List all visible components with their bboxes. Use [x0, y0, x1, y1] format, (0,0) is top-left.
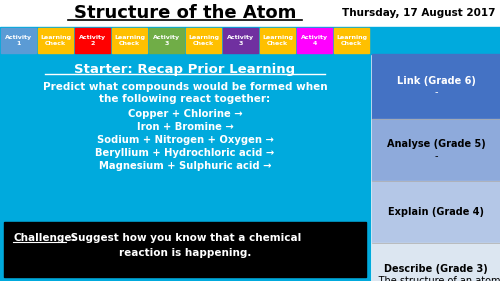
Text: Activity
4: Activity 4: [301, 35, 328, 46]
Text: Iron + Bromine →: Iron + Bromine →: [136, 122, 234, 132]
Bar: [223, 28, 258, 53]
Text: Explain (Grade 4): Explain (Grade 4): [388, 207, 484, 217]
Text: Activity
3: Activity 3: [227, 35, 254, 46]
Text: Link (Grade 6): Link (Grade 6): [396, 76, 475, 85]
Text: Copper + Chlorine →: Copper + Chlorine →: [128, 109, 242, 119]
Bar: [372, 243, 500, 281]
Text: Learning
Check: Learning Check: [40, 35, 71, 46]
Text: - The structure of an atom: - The structure of an atom: [372, 275, 500, 281]
Bar: [260, 28, 295, 53]
Text: Learning
Check: Learning Check: [336, 35, 367, 46]
Text: -: -: [434, 87, 438, 98]
Bar: [0, 27, 500, 54]
Bar: [372, 54, 500, 119]
Bar: [372, 181, 500, 243]
Bar: [297, 28, 332, 53]
Text: Learning
Check: Learning Check: [188, 35, 219, 46]
Text: Activity
3: Activity 3: [153, 35, 180, 46]
Text: Magnesium + Sulphuric acid →: Magnesium + Sulphuric acid →: [99, 161, 271, 171]
Text: Activity
2: Activity 2: [79, 35, 106, 46]
Bar: [112, 28, 147, 53]
Bar: [334, 28, 369, 53]
Text: Starter: Recap Prior Learning: Starter: Recap Prior Learning: [74, 62, 296, 76]
Bar: [0, 0, 500, 27]
Bar: [1, 28, 36, 53]
Text: Activity
1: Activity 1: [5, 35, 32, 46]
Text: Predict what compounds would be formed when: Predict what compounds would be formed w…: [42, 82, 328, 92]
Bar: [186, 28, 221, 53]
Bar: [38, 28, 73, 53]
Text: reaction is happening.: reaction is happening.: [119, 248, 251, 258]
Text: -: -: [434, 151, 438, 161]
Bar: [4, 222, 366, 277]
Text: Describe (Grade 3): Describe (Grade 3): [384, 264, 488, 273]
Text: Suggest how you know that a chemical: Suggest how you know that a chemical: [67, 233, 301, 243]
Text: Challenge:: Challenge:: [13, 233, 76, 243]
Text: Analyse (Grade 5): Analyse (Grade 5): [386, 139, 486, 149]
Text: Learning
Check: Learning Check: [262, 35, 293, 46]
Text: Thursday, 17 August 2017: Thursday, 17 August 2017: [342, 8, 495, 18]
Bar: [149, 28, 184, 53]
Bar: [0, 54, 370, 281]
Bar: [75, 28, 110, 53]
Text: Beryllium + Hydrochloric acid →: Beryllium + Hydrochloric acid →: [96, 148, 274, 158]
Bar: [372, 119, 500, 181]
Text: the following react together:: the following react together:: [100, 94, 270, 104]
Text: Sodium + Nitrogen + Oxygen →: Sodium + Nitrogen + Oxygen →: [96, 135, 274, 145]
Text: Structure of the Atom: Structure of the Atom: [74, 4, 296, 22]
Text: Learning
Check: Learning Check: [114, 35, 145, 46]
